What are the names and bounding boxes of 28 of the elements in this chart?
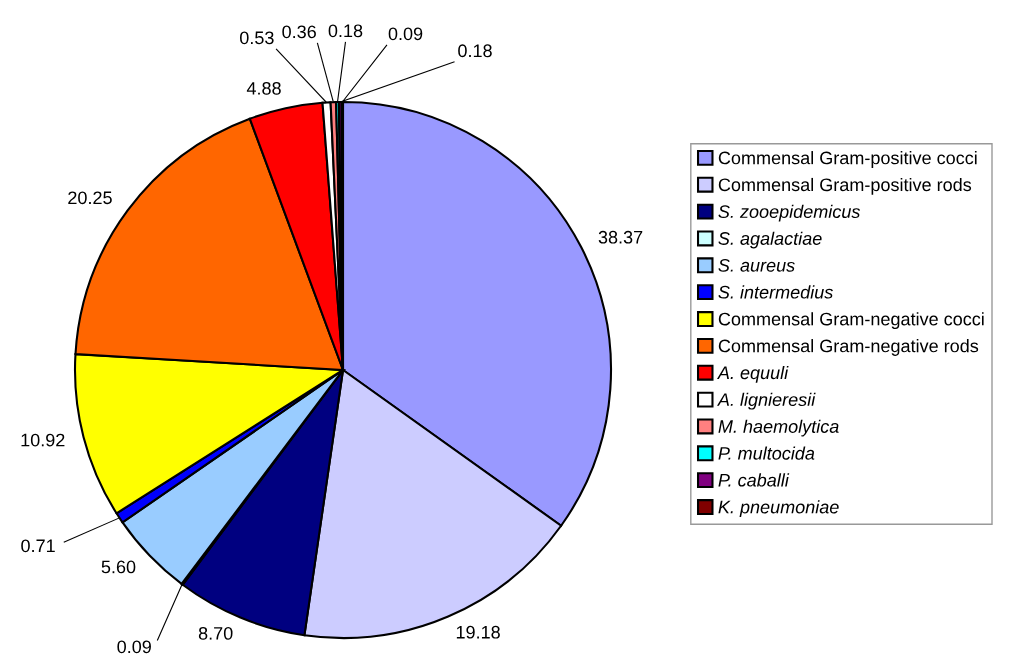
legend-label: A. lignieresii	[717, 392, 816, 410]
legend-label: S. aureus	[718, 258, 795, 272]
legend-label: M. haemolytica	[718, 419, 839, 437]
data-label: 19.18	[456, 625, 500, 639]
data-label: 0.36	[282, 25, 316, 39]
data-label: 10.92	[21, 433, 65, 447]
legend-label: P. caballi	[718, 473, 790, 487]
legend-label: A. equuli	[717, 365, 789, 383]
data-label: 5.60	[101, 560, 136, 574]
data-label: 4.88	[246, 81, 281, 95]
legend-label: P. multocida	[718, 446, 815, 460]
legend-label: Commensal Gram-positive rods	[718, 177, 972, 195]
data-label: 0.09	[117, 640, 151, 654]
data-label: 0.09	[388, 27, 423, 41]
data-label: 0.53	[239, 31, 274, 45]
legend-label: S. zooepidemicus	[718, 204, 861, 222]
legend-label: S. intermedius	[718, 285, 833, 299]
legend-label: Commensal Gram-negative cocci	[718, 312, 984, 330]
data-label: 0.18	[328, 24, 363, 38]
legend-label: S. agalactiae	[718, 231, 822, 249]
data-label: 0.18	[458, 44, 492, 58]
data-label: 8.70	[198, 626, 233, 640]
legend-label: Commensal Gram-negative rods	[718, 339, 979, 356]
data-label: 20.25	[68, 191, 112, 205]
legend-label: Commensal Gram-positive cocci	[718, 151, 977, 168]
data-label: 0.71	[21, 539, 55, 553]
legend-label: K. pneumoniae	[718, 500, 839, 518]
data-label: 38.37	[598, 230, 643, 244]
